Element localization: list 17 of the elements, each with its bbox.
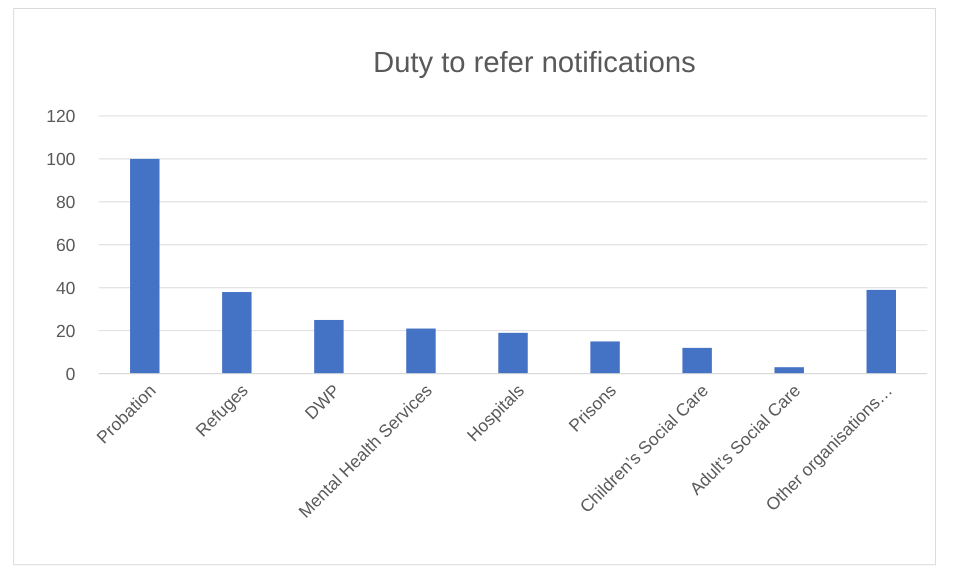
bar — [498, 332, 528, 374]
y-tick-label: 20 — [56, 320, 76, 341]
y-tick-label: 80 — [56, 192, 76, 212]
y-tick-label: 0 — [66, 364, 76, 384]
bar — [590, 341, 620, 374]
bar — [406, 328, 436, 374]
chart-title: Duty to refer notifications — [373, 47, 696, 80]
bar — [866, 290, 896, 374]
bar — [774, 367, 804, 374]
bar — [130, 158, 160, 374]
y-tick-label: 120 — [46, 106, 76, 126]
y-tick-label: 100 — [46, 149, 76, 170]
y-tick-label: 40 — [56, 278, 76, 298]
bar — [314, 320, 344, 374]
y-tick-label: 60 — [56, 234, 76, 255]
bar — [222, 292, 252, 374]
bar — [682, 348, 712, 374]
